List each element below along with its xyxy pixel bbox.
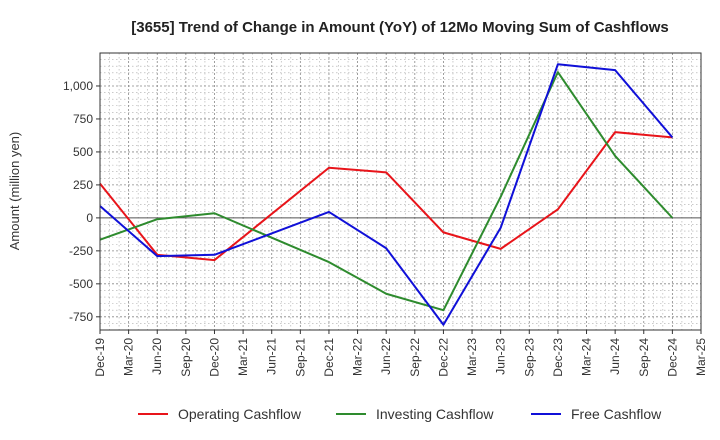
y-tick-label: 750 — [73, 112, 93, 126]
x-tick-label: Mar-20 — [122, 338, 136, 376]
series-line-investing-cashflow — [99, 71, 674, 312]
y-tick-label: 0 — [86, 211, 93, 225]
y-tick-label: -500 — [69, 277, 93, 291]
y-tick-label: 500 — [73, 145, 93, 159]
x-tick-label: Sep-21 — [293, 338, 307, 377]
chart-title: [3655] Trend of Change in Amount (YoY) o… — [131, 19, 669, 36]
x-tick-label: Mar-25 — [694, 338, 708, 376]
y-tick-label: -250 — [69, 244, 93, 258]
x-tick-label: Sep-22 — [408, 338, 422, 377]
series-line-free-cashflow — [99, 63, 674, 326]
x-tick-label: Jun-24 — [608, 338, 622, 375]
minor-grid — [100, 53, 701, 330]
plot-frame — [99, 52, 702, 331]
y-tick-label: 1,000 — [63, 79, 93, 93]
y-axis-ticks: -750 -500 -250 0 250 500 750 1,000 — [63, 79, 100, 324]
y-tick-label: 250 — [73, 178, 93, 192]
x-tick-label: Jun-21 — [265, 338, 279, 375]
x-tick-label: Dec-19 — [93, 338, 107, 377]
x-tick-label: Sep-23 — [522, 338, 536, 377]
x-axis-ticks: Dec-19 Mar-20 Jun-20 Sep-20 Dec-20 Mar-21 Jun-… — [93, 330, 708, 377]
x-tick-label: Mar-24 — [580, 338, 594, 376]
x-tick-label: Dec-23 — [551, 338, 565, 377]
series-line-operating-cashflow — [99, 131, 673, 262]
x-tick-label: Dec-21 — [322, 338, 336, 377]
y-tick-label: -750 — [69, 310, 93, 324]
x-tick-label: Jun-20 — [150, 338, 164, 375]
x-tick-label: Sep-24 — [637, 338, 651, 377]
y-axis-label: Amount (million yen) — [7, 132, 22, 251]
legend-label-operating-cashflow: Operating Cashflow — [178, 406, 302, 422]
x-tick-label: Mar-22 — [351, 338, 365, 376]
x-tick-label: Mar-21 — [236, 338, 250, 376]
legend-label-investing-cashflow: Investing Cashflow — [376, 406, 494, 422]
legend-label-free-cashflow: Free Cashflow — [571, 406, 662, 422]
x-tick-label: Mar-23 — [465, 338, 479, 376]
x-tick-label: Dec-22 — [436, 338, 450, 377]
x-tick-label: Sep-20 — [179, 338, 193, 377]
x-tick-label: Jun-23 — [494, 338, 508, 375]
legend: Operating Cashflow Investing Cashflow Free… — [138, 406, 662, 422]
series-lines — [99, 63, 674, 326]
x-tick-label: Dec-20 — [207, 338, 221, 377]
plot-border — [99, 52, 702, 331]
x-tick-label: Dec-24 — [665, 338, 679, 377]
x-tick-label: Jun-22 — [379, 338, 393, 375]
